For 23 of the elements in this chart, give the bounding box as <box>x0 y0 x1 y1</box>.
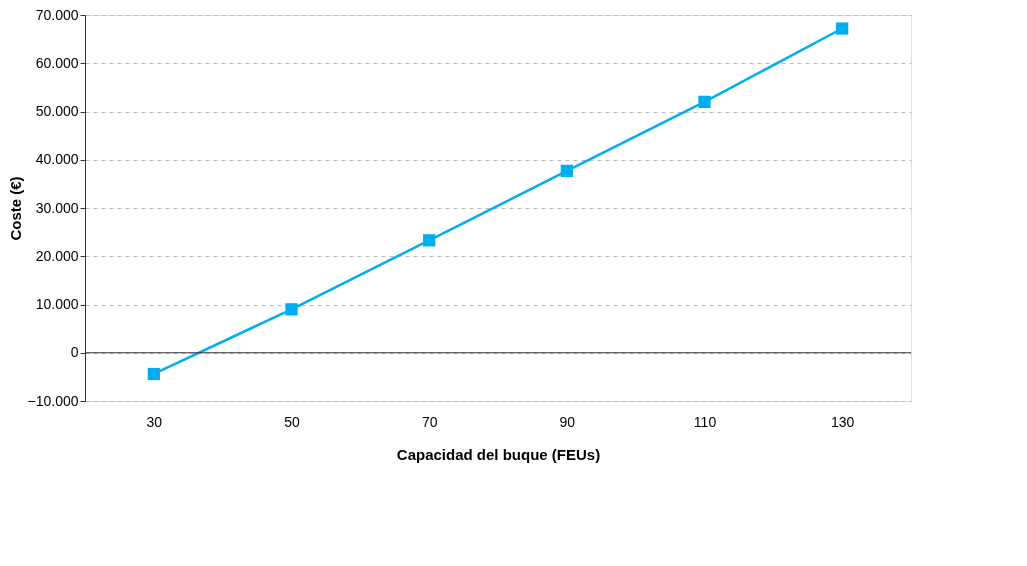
point <box>698 95 711 108</box>
y-axis-title: Coste (€) <box>6 176 24 241</box>
x-tick-label: 30 <box>146 413 163 430</box>
y-tick-label: 60.000 <box>35 54 79 71</box>
y-tick-label: 30.000 <box>35 199 79 216</box>
y-tick-label: 0 <box>70 344 79 361</box>
y-tick-label: −10.000 <box>27 392 79 409</box>
x-tick-label: 130 <box>830 413 855 430</box>
y-tick-label: 50.000 <box>35 103 79 119</box>
y-tick-label: 20.000 <box>35 247 79 264</box>
y-tick-label: 10.000 <box>35 296 79 312</box>
point <box>836 22 849 35</box>
x-tick-label: 90 <box>559 413 576 430</box>
point <box>560 164 573 177</box>
point <box>147 367 160 381</box>
x-tick-label: 50 <box>284 413 300 430</box>
x-tick-label: 110 <box>693 413 717 430</box>
point <box>423 234 436 247</box>
y-tick-label: 40.000 <box>35 151 79 168</box>
x-axis-title: Capacidad del buque (FEUs) <box>396 445 601 463</box>
x-tick-label: 70 <box>421 413 438 430</box>
point <box>285 303 298 316</box>
y-tick-label: 70.000 <box>35 6 79 23</box>
